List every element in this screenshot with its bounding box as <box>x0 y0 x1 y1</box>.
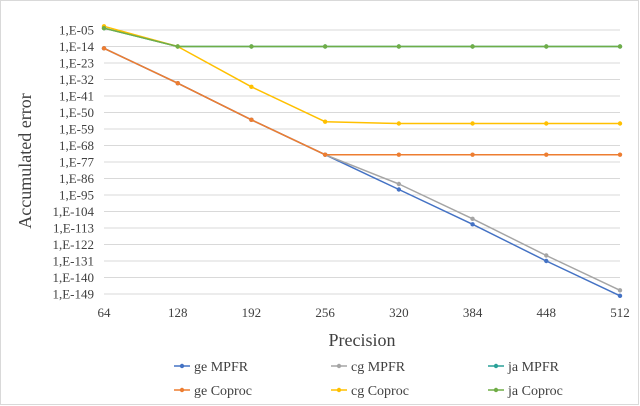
y-tick-label: 1,E-41 <box>59 89 94 104</box>
legend-swatch-marker <box>336 363 342 369</box>
data-point <box>544 152 549 157</box>
y-tick-label: 1,E-59 <box>59 122 94 137</box>
y-tick-label: 1,E-50 <box>59 105 94 120</box>
legend-label: cg MPFR <box>351 360 406 375</box>
gridlines <box>104 29 620 295</box>
data-point <box>396 181 402 187</box>
y-tick-label: 1,E-14 <box>59 39 95 54</box>
x-tick-labels: 64 128 192 256 320 384 448 512 <box>98 305 630 320</box>
data-point <box>322 44 328 49</box>
legend: ge MPFR cg MPFR ja MPFR ge Coproc cg Coproc j… <box>174 360 563 399</box>
data-point <box>396 152 402 157</box>
data-point <box>396 121 402 126</box>
data-point <box>249 84 254 90</box>
y-tick-label: 1,E-77 <box>59 155 95 170</box>
data-point <box>544 44 549 49</box>
x-tick-label: 320 <box>389 305 409 320</box>
x-tick-label: 128 <box>168 305 188 320</box>
data-point <box>470 222 475 227</box>
y-tick-label: 1,E-95 <box>59 188 94 203</box>
series-line <box>103 25 620 125</box>
data-point <box>249 117 254 123</box>
y-tick-label: 1,E-32 <box>59 72 94 87</box>
legend-item: ge Coproc <box>174 384 252 399</box>
data-point <box>470 216 475 222</box>
data-point <box>617 152 623 157</box>
x-tick-label: 448 <box>537 305 557 320</box>
data-point <box>470 44 475 49</box>
data-point <box>544 253 549 258</box>
data-point <box>617 121 623 126</box>
legend-item: cg MPFR <box>331 360 406 375</box>
y-tick-label: 1,E-122 <box>52 237 94 252</box>
x-tick-label: 192 <box>242 305 262 320</box>
data-point <box>396 44 402 49</box>
data-point <box>249 44 254 49</box>
x-axis-title: Precision <box>329 330 396 350</box>
x-tick-label: 64 <box>98 305 112 320</box>
x-tick-label: 256 <box>315 305 335 320</box>
y-axis-title: Accumulated error <box>15 93 35 228</box>
data-point <box>101 25 107 31</box>
y-tick-label: 1,E-05 <box>59 23 94 38</box>
y-tick-label: 1,E-149 <box>52 287 94 302</box>
series-line <box>103 27 620 48</box>
y-tick-label: 1,E-131 <box>52 254 94 269</box>
legend-label: ge Coproc <box>194 384 252 399</box>
x-tick-label: 384 <box>463 305 483 320</box>
y-tick-label: 1,E-140 <box>52 270 94 285</box>
x-tick-label: 512 <box>610 305 630 320</box>
legend-label: ja MPFR <box>507 360 560 375</box>
data-point <box>322 119 328 124</box>
legend-label: ge MPFR <box>194 360 249 375</box>
series-line <box>103 47 620 156</box>
legend-item: ja MPFR <box>488 360 560 375</box>
data-point <box>617 288 623 293</box>
legend-swatch-marker <box>336 387 342 393</box>
data-point <box>470 152 475 157</box>
legend-label: cg Coproc <box>351 384 409 399</box>
data-point <box>617 293 623 299</box>
data-point <box>544 258 549 264</box>
legend-label: ja Coproc <box>507 384 563 399</box>
y-tick-label: 1,E-86 <box>59 171 95 186</box>
y-tick-label: 1,E-104 <box>52 204 94 219</box>
data-point <box>101 46 107 51</box>
y-tick-label: 1,E-68 <box>59 138 94 153</box>
series-group <box>101 24 623 299</box>
data-point <box>470 121 475 126</box>
legend-swatch-marker <box>179 363 185 369</box>
data-point <box>396 187 402 192</box>
legend-item: cg Coproc <box>331 384 409 399</box>
y-tick-label: 1,E-113 <box>53 221 94 236</box>
data-point <box>617 44 623 49</box>
data-point <box>544 121 549 126</box>
y-tick-label: 1,E-23 <box>59 56 94 71</box>
series-ge-coproc <box>101 46 623 157</box>
legend-swatch-marker <box>493 387 499 393</box>
data-point <box>175 80 180 86</box>
y-tick-labels: 1,E-051,E-14 1,E-231,E-32 1,E-411,E-50 1,E-… <box>52 23 94 302</box>
legend-swatch-marker <box>179 387 185 393</box>
legend-item: ge MPFR <box>174 360 249 375</box>
series-ja-coproc <box>101 25 623 49</box>
legend-item: ja Coproc <box>488 384 563 399</box>
legend-swatch-marker <box>493 363 499 369</box>
data-point <box>322 152 328 157</box>
data-point <box>175 44 180 49</box>
